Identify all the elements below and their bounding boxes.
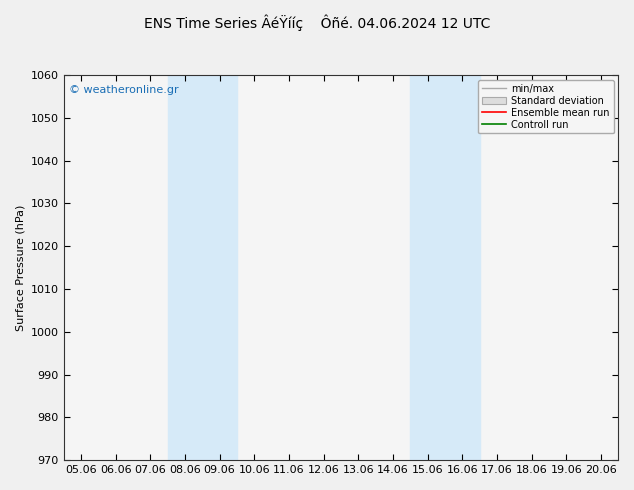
Bar [410,75,480,460]
Text: ENS Time Series ÂéŸííç    Ôñé. 04.06.2024 12 UTC: ENS Time Series ÂéŸííç Ôñé. 04.06.2024 1… [144,15,490,31]
Text: © weatheronline.gr: © weatheronline.gr [69,85,179,95]
Bar [167,75,237,460]
Y-axis label: Surface Pressure (hPa): Surface Pressure (hPa) [15,204,25,331]
Legend: min/max, Standard deviation, Ensemble mean run, Controll run: min/max, Standard deviation, Ensemble me… [478,80,614,133]
